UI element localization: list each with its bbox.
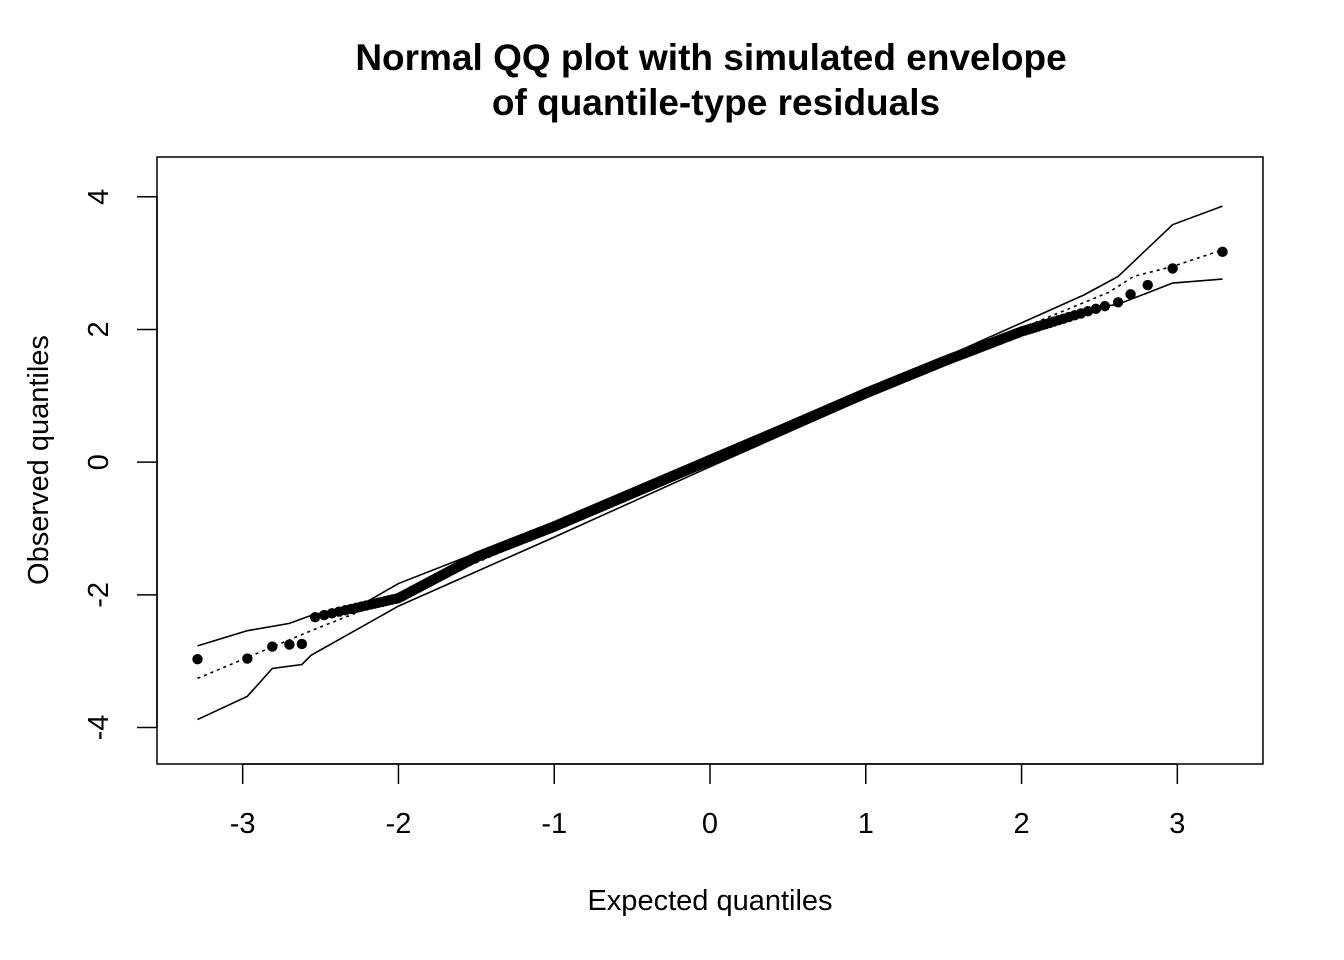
envelope-lower-line xyxy=(197,278,1223,721)
data-point xyxy=(318,609,330,621)
x-axis: -3 -2 -1 0 1 2 3 xyxy=(230,763,1185,840)
chart-title-line-2: of quantile-type residuals xyxy=(492,82,940,123)
points-group xyxy=(192,246,1228,665)
data-point xyxy=(1142,279,1153,291)
data-point xyxy=(267,641,278,652)
data-point xyxy=(296,638,308,650)
x-tick-label: -1 xyxy=(541,808,567,840)
x-tick-label: 0 xyxy=(702,808,718,840)
x-tick-label: -2 xyxy=(386,808,412,840)
data-point xyxy=(1112,297,1124,308)
data-point xyxy=(284,639,295,650)
x-axis-label: Expected quantiles xyxy=(587,885,832,917)
data-point xyxy=(1217,246,1228,258)
envelope-upper-line xyxy=(197,205,1223,647)
data-point xyxy=(1090,303,1102,315)
y-tick-label: -4 xyxy=(83,715,115,741)
y-axis: -4 -2 0 2 4 xyxy=(83,189,158,741)
data-point xyxy=(1125,289,1136,300)
data-point xyxy=(1099,300,1111,312)
data-point xyxy=(1167,263,1178,274)
data-point xyxy=(192,653,203,665)
data-point xyxy=(1082,306,1094,317)
y-axis-label: Observed quantiles xyxy=(23,335,55,585)
x-tick-label: 1 xyxy=(858,808,874,840)
x-tick-label: 2 xyxy=(1013,808,1029,840)
y-tick-label: -2 xyxy=(83,582,115,608)
y-tick-label: 0 xyxy=(83,454,115,470)
y-tick-label: 4 xyxy=(83,189,115,205)
data-point xyxy=(242,653,253,664)
x-tick-label: -3 xyxy=(230,808,256,840)
plot-area xyxy=(192,205,1228,721)
y-tick-label: 2 xyxy=(83,321,115,337)
chart-title-line-1: Normal QQ plot with simulated envelope xyxy=(355,37,1066,78)
data-point xyxy=(309,611,321,623)
x-tick-label: 3 xyxy=(1169,808,1185,840)
